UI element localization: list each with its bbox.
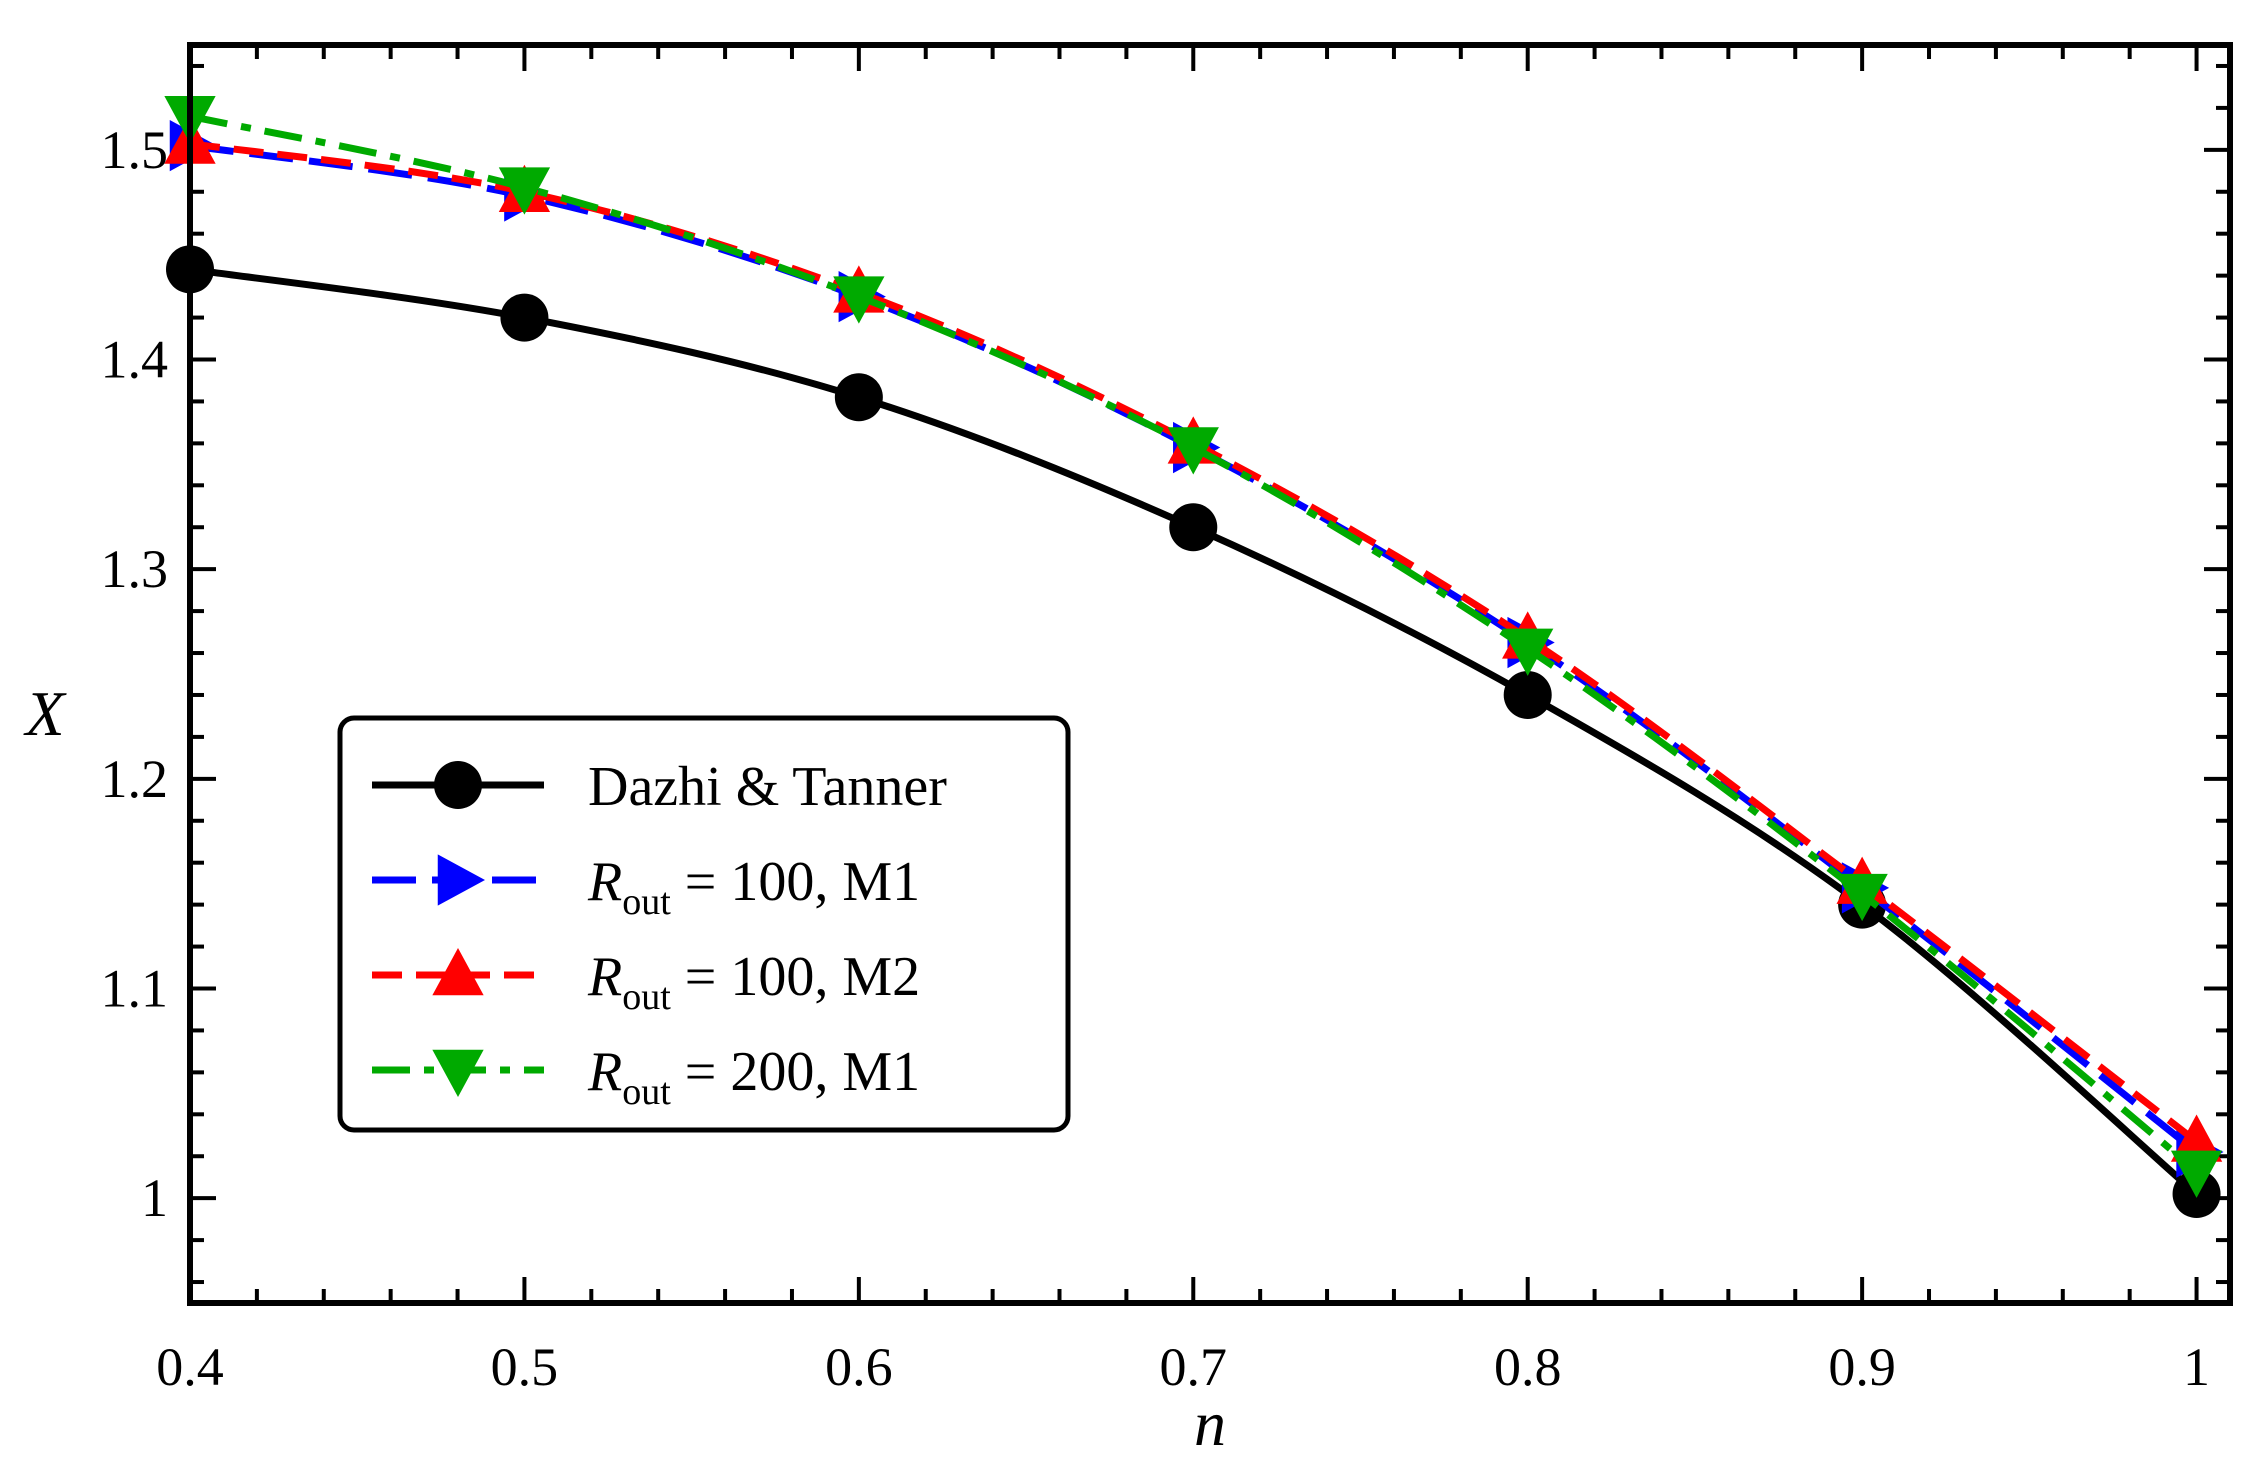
data-point	[834, 373, 883, 422]
legend-entry: Rout = 100, M2	[372, 946, 920, 1018]
legend-entry: Rout = 100, M1	[372, 851, 920, 923]
legend-label: Dazhi & Tanner	[588, 756, 947, 818]
legend-label: Rout = 100, M2	[587, 946, 920, 1018]
legend-label: Rout = 200, M1	[587, 1041, 920, 1113]
legend-symbol: R	[587, 851, 622, 913]
y-tick-label: 1	[141, 1168, 168, 1228]
legend-box	[337, 715, 1071, 1133]
data-point	[1836, 873, 1888, 922]
y-tick-label: 1.5	[101, 120, 169, 180]
data-point	[1502, 628, 1554, 676]
legend-subscript: out	[622, 976, 671, 1018]
y-tick-label: 1.4	[101, 330, 169, 390]
tick-labels: 0.4 0.5 0.6 0.7 0.8 0.9 1 1 1.1 1.2 1.3 1.4 1.5	[101, 120, 2211, 1397]
x-tick-label: 0.8	[1494, 1337, 1562, 1397]
legend-value: = 100, M1	[671, 851, 920, 913]
legend-symbol: R	[587, 946, 622, 1008]
data-point	[498, 167, 551, 215]
data-point	[2170, 1114, 2223, 1162]
x-tick-label: 0.5	[491, 1337, 559, 1397]
x-tick-label: 1	[2183, 1337, 2210, 1397]
data-point	[1167, 427, 1219, 475]
legend-marker	[432, 1049, 484, 1097]
y-axis-title: X	[22, 678, 67, 749]
legend-entry: Rout = 200, M1	[372, 1041, 920, 1113]
legend-marker	[434, 761, 482, 809]
legend-marker	[437, 854, 485, 906]
legend-marker	[432, 948, 484, 996]
legend-symbol: R	[587, 1041, 622, 1103]
data-point	[2170, 1150, 2223, 1198]
legend-label: Rout = 100, M1	[587, 851, 920, 923]
y-tick-label: 1.3	[101, 539, 169, 599]
legend-subscript: out	[622, 1071, 671, 1113]
x-tick-label: 0.9	[1828, 1337, 1896, 1397]
series-line	[189, 112, 2199, 1174]
series-3	[164, 96, 2223, 1198]
y-tick-label: 1.2	[101, 749, 169, 809]
x-tick-label: 0.7	[1160, 1337, 1228, 1397]
legend-value: = 200, M1	[671, 1041, 920, 1103]
data-point	[1169, 503, 1218, 552]
data-point	[500, 293, 549, 342]
legend-value: Dazhi & Tanner	[588, 756, 947, 818]
data-point	[833, 276, 885, 324]
plot-frame	[187, 42, 2233, 1306]
y-tick-label: 1.1	[101, 959, 169, 1019]
x-tick-label: 0.4	[156, 1337, 224, 1397]
legend-entry: Dazhi & Tanner	[372, 756, 947, 818]
legend-value: = 100, M2	[671, 946, 920, 1008]
x-axis-title: n	[1194, 1388, 1226, 1459]
data-point	[1503, 670, 1552, 719]
legend-subscript: out	[622, 881, 671, 923]
x-tick-label: 0.6	[825, 1337, 893, 1397]
